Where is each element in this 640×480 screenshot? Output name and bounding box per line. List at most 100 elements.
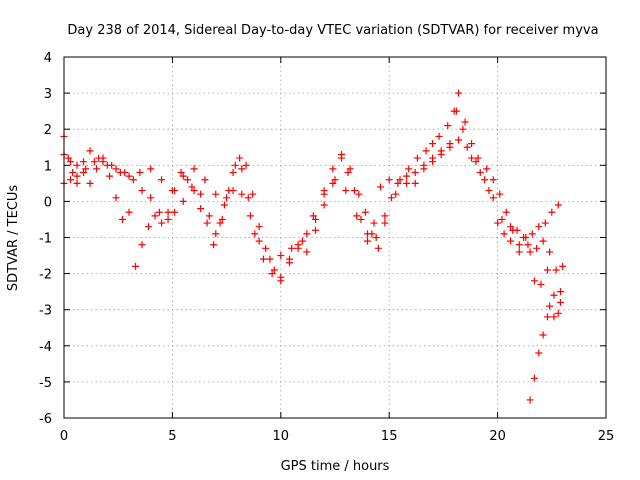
data-point (147, 194, 155, 202)
data-point (266, 255, 274, 263)
data-point (212, 230, 220, 238)
chart-title: Day 238 of 2014, Sidereal Day-to-day VTE… (67, 23, 598, 38)
data-point (138, 241, 146, 249)
data-point (311, 215, 319, 223)
data-point (481, 176, 489, 184)
data-point (93, 165, 101, 173)
data-point (86, 179, 94, 187)
data-point (444, 122, 452, 130)
data-point (86, 147, 94, 155)
data-point (155, 208, 163, 216)
x-tick-label: 25 (598, 429, 615, 444)
data-point (463, 143, 471, 151)
data-point (483, 165, 491, 173)
data-point (184, 176, 192, 184)
data-point (374, 244, 382, 252)
data-point (129, 176, 137, 184)
data-point (277, 252, 285, 260)
data-point (355, 190, 363, 198)
data-point (255, 237, 263, 245)
data-point (422, 147, 430, 155)
data-point (446, 143, 454, 151)
data-point (177, 169, 185, 177)
data-point (537, 280, 545, 288)
data-point (377, 183, 385, 191)
data-point (461, 118, 469, 126)
data-point (80, 158, 88, 166)
data-point (119, 215, 127, 223)
data-point (543, 313, 551, 321)
data-point (385, 176, 393, 184)
y-tick-label: 0 (44, 195, 52, 210)
data-point (69, 169, 77, 177)
data-point (541, 219, 549, 227)
data-point (342, 187, 350, 195)
data-point (437, 150, 445, 158)
data-point (533, 244, 541, 252)
data-point (164, 208, 172, 216)
data-point (392, 190, 400, 198)
data-point (364, 230, 372, 238)
data-point (489, 194, 497, 202)
data-point (351, 187, 359, 195)
data-point (216, 219, 224, 227)
data-point (125, 208, 133, 216)
y-tick-label: 4 (44, 51, 52, 66)
data-point (73, 172, 81, 180)
data-point (381, 219, 389, 227)
data-point (242, 161, 250, 169)
data-point (528, 230, 536, 238)
data-point (494, 219, 502, 227)
data-point (513, 226, 521, 234)
data-point (251, 230, 259, 238)
data-point (112, 165, 120, 173)
data-point (455, 136, 463, 144)
data-point (550, 291, 558, 299)
data-point (403, 172, 411, 180)
data-point (277, 277, 285, 285)
data-point (210, 241, 218, 249)
data-point (106, 172, 114, 180)
data-point (268, 270, 276, 278)
data-point (331, 176, 339, 184)
data-point (231, 161, 239, 169)
data-point (520, 234, 528, 241)
data-point (303, 248, 311, 256)
data-point (238, 190, 246, 198)
data-point (320, 187, 328, 195)
data-point (381, 212, 389, 220)
data-point (556, 298, 564, 306)
data-point (485, 187, 493, 195)
data-point (338, 154, 346, 162)
data-point (223, 194, 231, 202)
data-point (472, 158, 480, 166)
data-point (190, 165, 198, 173)
data-point (294, 244, 302, 252)
data-point (552, 266, 560, 274)
data-point (403, 179, 411, 187)
data-point (201, 176, 209, 184)
data-point (507, 237, 515, 245)
y-tick-label: -4 (39, 340, 52, 355)
data-point (452, 107, 460, 115)
series-track-a (60, 89, 562, 281)
data-point (229, 187, 237, 195)
data-point (203, 219, 211, 227)
data-point (205, 212, 213, 220)
data-point (405, 165, 413, 173)
data-point (285, 255, 293, 263)
data-point (99, 158, 107, 166)
data-point (270, 266, 278, 274)
data-point (455, 89, 463, 97)
data-point (429, 158, 437, 166)
data-point (320, 201, 328, 209)
data-point (387, 194, 395, 202)
data-point (67, 176, 75, 184)
data-point (526, 248, 534, 256)
data-point (179, 172, 187, 180)
y-tick-label: -6 (39, 412, 52, 427)
data-point (125, 172, 133, 180)
data-point (459, 125, 467, 133)
